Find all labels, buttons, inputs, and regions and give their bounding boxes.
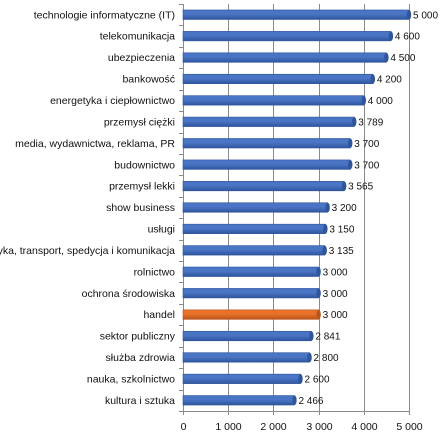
bar-12 bbox=[182, 266, 319, 277]
bar-0 bbox=[182, 9, 410, 20]
data-label: 3 150 bbox=[329, 225, 354, 236]
bar-end-cap bbox=[384, 52, 389, 63]
bar-end-cap bbox=[292, 395, 297, 406]
data-label: 3 565 bbox=[348, 182, 373, 193]
bar-end-cap bbox=[361, 95, 366, 106]
category-label: bankowość bbox=[122, 74, 175, 86]
bar-4 bbox=[182, 95, 365, 106]
data-label: 3 700 bbox=[354, 139, 379, 150]
bar-end-cap bbox=[341, 181, 347, 191]
category-label: nauka, szkolnictwo bbox=[87, 373, 175, 385]
bar-15 bbox=[182, 330, 312, 342]
data-label: 4 200 bbox=[377, 75, 402, 86]
data-label: 5 000 bbox=[413, 10, 438, 21]
x-tick-label: 3 000 bbox=[306, 421, 332, 433]
bar-16 bbox=[182, 352, 310, 363]
category-label: przemysł ciężki bbox=[104, 116, 175, 128]
bar-3 bbox=[182, 73, 374, 85]
category-label: technologie informatyczne (IT) bbox=[34, 9, 175, 21]
category-label: media, wydawnictwa, reklama, PR bbox=[15, 138, 175, 150]
category-label: usługi bbox=[148, 224, 175, 236]
bar-end-cap bbox=[309, 331, 314, 341]
bar-end-cap bbox=[406, 9, 412, 20]
category-label: przemysł lekki bbox=[109, 181, 175, 193]
data-label: 2 600 bbox=[305, 374, 330, 385]
bar-end-cap bbox=[388, 31, 394, 41]
bar-14 bbox=[182, 309, 319, 320]
bar-end-cap bbox=[322, 245, 327, 256]
x-axis-ticks: 0 1 000 2 000 3 000 4 000 5 000 bbox=[181, 421, 423, 433]
bar-7 bbox=[182, 159, 351, 170]
bar-18 bbox=[182, 395, 295, 406]
bar-end-cap bbox=[370, 74, 376, 84]
bar-8 bbox=[182, 181, 345, 192]
bar-end-cap bbox=[316, 288, 321, 298]
bar-end-cap bbox=[316, 309, 321, 320]
bar-end-cap bbox=[348, 159, 353, 170]
x-tick-label: 2 000 bbox=[260, 421, 286, 433]
category-label: służba zdrowia bbox=[106, 352, 176, 364]
data-label: 3 789 bbox=[358, 117, 383, 128]
data-label: 3 135 bbox=[329, 246, 354, 257]
category-label: kultura i sztuka bbox=[105, 395, 175, 407]
bar-10 bbox=[182, 223, 326, 234]
bar-17 bbox=[182, 373, 301, 384]
bar-11 bbox=[182, 245, 326, 256]
bar-5 bbox=[182, 116, 355, 127]
category-label: handel bbox=[143, 309, 175, 321]
category-label: rolnictwo bbox=[134, 266, 176, 278]
bar-9 bbox=[182, 202, 328, 213]
bar-end-cap bbox=[307, 352, 312, 363]
bar-1 bbox=[182, 31, 392, 42]
data-label: 3 700 bbox=[354, 160, 379, 171]
data-label: 2 841 bbox=[315, 332, 340, 343]
data-label: 3 000 bbox=[323, 289, 348, 300]
category-label: ochrona środowiska bbox=[82, 288, 176, 300]
bar-end-cap bbox=[325, 202, 330, 213]
data-label: 2 800 bbox=[314, 353, 339, 364]
bar-end-cap bbox=[316, 267, 321, 277]
bar-end-cap bbox=[298, 374, 303, 384]
x-tick-label: 4 000 bbox=[351, 421, 377, 433]
data-label: 3 000 bbox=[323, 267, 348, 278]
data-label: 4 600 bbox=[395, 32, 420, 43]
category-label: show business bbox=[106, 202, 175, 214]
x-tick-label: 0 bbox=[181, 421, 187, 433]
bar-end-cap bbox=[348, 138, 353, 148]
bar-6 bbox=[182, 138, 351, 149]
bar-13 bbox=[182, 288, 319, 299]
x-tick-label: 5 000 bbox=[396, 421, 422, 433]
category-label: telekomunikacja bbox=[100, 31, 175, 43]
bar-end-cap bbox=[323, 224, 328, 234]
bars bbox=[182, 9, 412, 406]
data-label: 4 000 bbox=[368, 96, 393, 107]
category-label: energetyka i ciepłownictwo bbox=[50, 95, 175, 107]
x-tick-label: 1 000 bbox=[215, 421, 241, 433]
bar-2 bbox=[182, 52, 387, 63]
category-label: ubezpieczenia bbox=[108, 52, 175, 64]
value-labels: 5 000 4 600 4 500 4 200 4 000 3 789 3 700 3 700… bbox=[298, 10, 438, 407]
data-label: 3 000 bbox=[323, 310, 348, 321]
data-label: 3 200 bbox=[332, 203, 357, 214]
category-label: logistyka, transport, spedycja i komunik… bbox=[0, 245, 175, 257]
data-label: 4 500 bbox=[390, 53, 415, 64]
category-label: budownictwo bbox=[114, 159, 175, 171]
data-label: 2 466 bbox=[298, 396, 323, 407]
category-label: sektor publiczny bbox=[100, 331, 176, 343]
category-labels: technologie informatyczne (IT) telekomuni… bbox=[0, 9, 176, 407]
bar-end-cap bbox=[352, 117, 357, 127]
